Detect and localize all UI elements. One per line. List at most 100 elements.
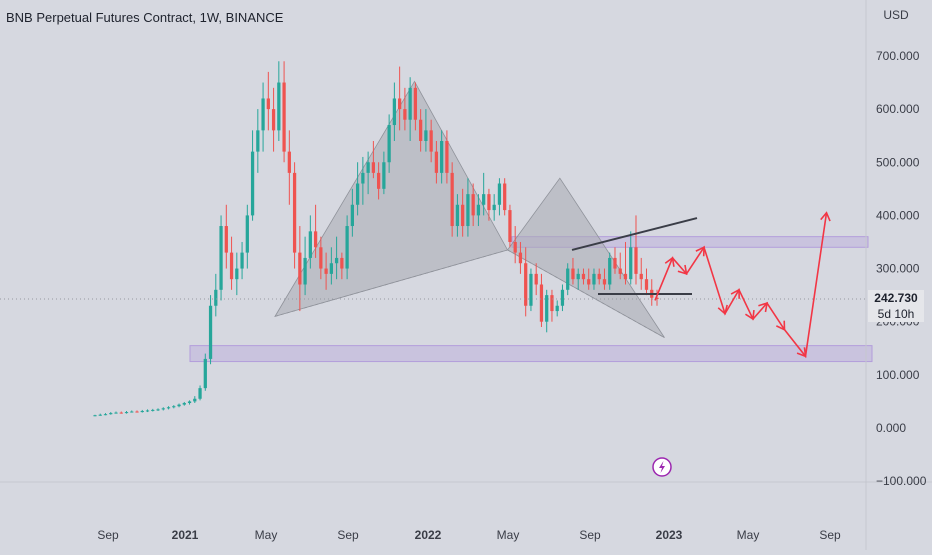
candle-body [382,162,386,189]
projection-arrowhead [664,256,675,267]
candle-body [545,295,549,322]
candle-body [429,130,433,152]
candle-body [497,183,502,205]
replay-icon[interactable] [652,457,672,477]
candle-body [161,408,165,410]
candle-body [109,413,113,415]
projection-arrowhead [717,304,728,316]
candle-body [608,257,612,285]
pattern-leg [506,177,665,338]
candle-body [560,289,565,306]
candle-body [156,409,160,411]
candle-body [392,98,397,126]
x-tick-label: Sep [97,528,119,542]
candle-body [261,98,265,131]
x-tick-label: Sep [337,528,359,542]
candle-body [313,231,318,248]
candle-body [366,162,370,173]
candle-body [445,140,449,173]
candle-body [623,273,628,280]
candle-body [419,119,423,141]
candle-body [182,403,186,405]
candle-body [203,358,207,389]
y-tick-label: 600.000 [876,102,920,116]
y-tick-label: 400.000 [876,208,920,222]
candle-body [440,140,444,173]
countdown-badge [868,306,924,322]
candle-body [413,87,418,120]
candle-body [303,257,307,285]
resistance-trendline[interactable] [571,217,698,251]
trendlines [571,217,698,296]
candle-body [229,252,234,280]
candle-body [403,109,407,120]
candle-body [644,279,649,290]
candle-body [345,226,349,269]
last-price-label: 242.730 [874,291,918,305]
y-tick-label: 300.000 [876,262,920,276]
candle-body [534,273,538,285]
candle-body [602,279,607,285]
candle-body [130,411,134,413]
candle-body [172,406,176,408]
projection-arrowhead [730,288,740,299]
candle-body [618,268,622,274]
y-axis[interactable]: 700.000600.000500.000400.000300.000200.0… [876,49,927,488]
candle-body [361,172,365,184]
projection-arrowhead [745,310,755,321]
y-tick-label: 500.000 [876,155,920,169]
candle-body [529,273,533,306]
candle-body [319,247,323,269]
candle-body [513,241,517,253]
candle-body [539,284,544,322]
harmonic-pattern [274,80,665,338]
candle-body [119,412,123,414]
candle-body [587,279,591,285]
projection-arrowhead [776,320,786,331]
zones [189,236,873,363]
candle-body [629,247,633,280]
last-price-badge [868,290,924,306]
projection-arrowhead [820,211,831,222]
candle-body [639,273,643,280]
candle-body [503,183,507,211]
x-tick-label: 2022 [415,528,442,542]
candle-body [145,410,150,412]
projection-arrowhead [796,347,807,358]
candle-body [219,226,223,290]
candle-body [461,204,465,227]
candle-body [371,162,376,173]
candle-body [487,194,491,211]
candle-body [408,87,412,120]
candle-body [103,414,108,416]
candle-body [308,231,312,258]
candle-body [482,194,486,205]
candle-body [634,247,638,274]
candle-body [455,204,460,227]
candle-body [424,130,428,141]
candle-body [398,98,402,110]
candle-body [93,415,97,417]
candle-body [340,257,344,269]
candle-body [198,388,202,399]
candle-body [655,297,659,299]
candle-body [334,257,339,264]
candle-body [208,305,213,359]
x-axis[interactable]: Sep 2021 May Sep 2022 May Sep 2023 May Sep [97,528,841,542]
candle-body [350,204,354,227]
pattern-dashed-leg [274,249,508,317]
candle-body [151,409,155,411]
x-tick-label: 2021 [172,528,199,542]
candle-body [298,252,302,285]
candle-body [135,411,139,413]
y-tick-label: −100.000 [876,474,927,488]
candle-body [524,263,528,306]
candle-body [266,98,270,110]
candle-body [277,82,281,131]
candle-body [576,273,580,280]
y-tick-label: 100.000 [876,368,920,382]
candle-body [550,295,554,312]
candle-body [235,268,239,280]
